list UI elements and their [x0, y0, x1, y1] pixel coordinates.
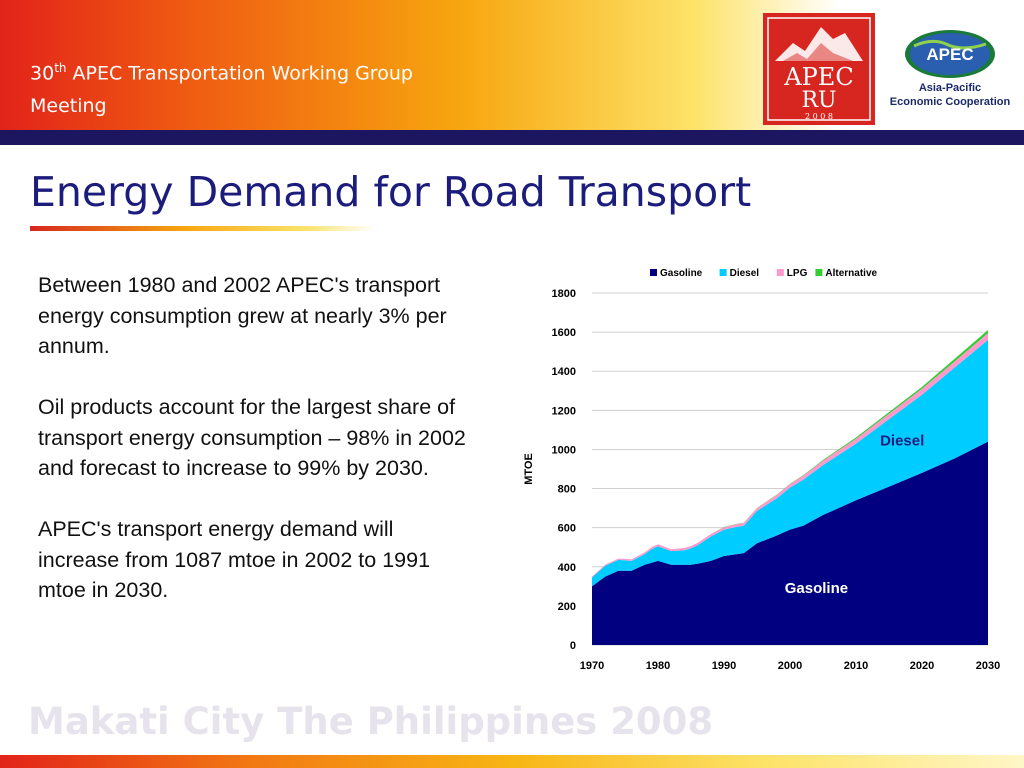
energy-demand-chart: 0 200 400 600 800 1000 1200 1400 1600 1800 1970 198… [510, 258, 1010, 682]
legend-swatch-alternative [815, 269, 823, 276]
apec-ru-2008-logo: APEC RU 2 0 0 8 [763, 13, 875, 125]
slide-title: Energy Demand for Road Transport [30, 168, 752, 216]
area-diesel [592, 339, 988, 587]
chart-svg: 0 200 400 600 800 1000 1200 1400 1600 1800 1970 198… [523, 268, 1000, 672]
legend-label-diesel: Diesel [730, 268, 760, 279]
apec-logo-line2: Economic Cooperation [889, 96, 1011, 108]
y-tick-label: 400 [558, 562, 576, 574]
y-tick-label: 200 [558, 601, 576, 613]
legend-swatch-diesel [719, 269, 727, 276]
y-tick-label: 0 [570, 640, 576, 652]
meeting-number: 30 [30, 62, 55, 85]
header-divider-band [0, 130, 1024, 145]
y-tick-label: 1600 [552, 327, 576, 339]
area-gasoline [592, 441, 988, 645]
x-tick-label: 2020 [910, 660, 934, 672]
paragraph-forecast: APEC's transport energy demand will incr… [38, 517, 431, 602]
legend-label-alternative: Alternative [825, 268, 877, 279]
x-tick-label: 1990 [712, 660, 736, 672]
legend-label-gasoline: Gasoline [660, 268, 703, 279]
meeting-number-suffix: th [54, 61, 67, 75]
ru-logo-apec-text: APEC [783, 63, 853, 91]
footer-bar [0, 755, 1024, 768]
meeting-title: 30th APEC Transportation Working Group M… [30, 52, 413, 123]
y-axis-label: MTOE [523, 453, 535, 485]
y-tick-label: 800 [558, 484, 576, 496]
y-tick-label: 1400 [552, 366, 576, 378]
ru-logo-year-text: 2 0 0 8 [805, 112, 833, 121]
x-tick-label: 2000 [778, 660, 802, 672]
annotation-gasoline: Gasoline [785, 580, 848, 597]
y-tick-label: 1000 [552, 444, 576, 456]
apec-logo-line1: Asia-Pacific [918, 82, 982, 94]
body-text: Between 1980 and 2002 APEC's transport e… [38, 270, 478, 636]
meeting-title-line1: APEC Transportation Working Group [66, 62, 413, 85]
annotation-diesel: Diesel [880, 433, 924, 450]
y-tick-label: 1200 [552, 405, 576, 417]
meeting-title-line2: Meeting [30, 95, 107, 118]
apec-badge-text: APEC [926, 45, 973, 64]
paragraph-growth: Between 1980 and 2002 APEC's transport e… [38, 273, 447, 358]
paragraph-oil-share: Oil products account for the largest sha… [38, 395, 466, 480]
footer-location: Makati City The Philippines 2008 [28, 700, 714, 743]
header-banner: 30th APEC Transportation Working Group M… [0, 0, 1024, 130]
y-tick-label: 600 [558, 523, 576, 535]
x-tick-label: 1970 [580, 660, 604, 672]
title-underline [30, 226, 375, 231]
x-tick-label: 2030 [976, 660, 1000, 672]
legend-label-lpg: LPG [787, 268, 808, 279]
apec-logo: APEC Asia-Pacific Economic Cooperation [882, 26, 1018, 110]
x-tick-label: 1980 [646, 660, 670, 672]
ru-logo-ru-text: RU [801, 88, 836, 113]
legend-swatch-lpg [776, 269, 784, 276]
y-tick-label: 1800 [552, 288, 576, 300]
legend-swatch-gasoline [650, 269, 657, 276]
x-tick-label: 2010 [844, 660, 868, 672]
